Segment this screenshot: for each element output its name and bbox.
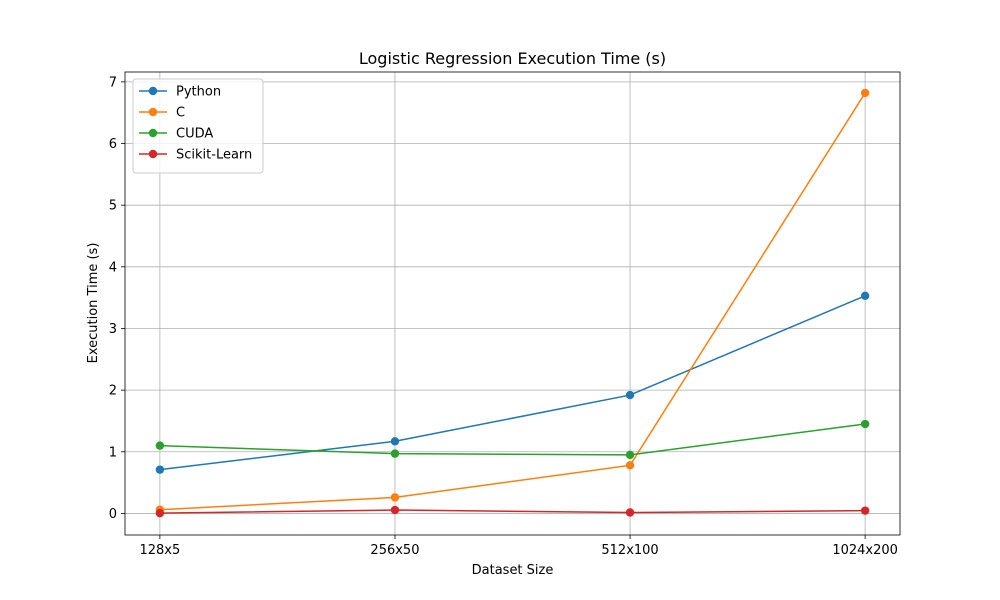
series-line-scikit-learn	[159, 509, 866, 514]
data-point	[155, 441, 165, 450]
data-point	[390, 449, 400, 458]
plot-area: 128x5 256x50 512x100 1024x200 0 1 2 3 4 5 6 7 Python…	[109, 71, 901, 558]
y-tick-label: 7	[109, 75, 117, 90]
y-axis-label: Execution Time (s)	[86, 243, 101, 364]
y-tick-label: 6	[109, 137, 117, 152]
x-axis-label: Dataset Size	[472, 563, 554, 578]
legend-marker	[148, 149, 158, 159]
data-point	[390, 493, 400, 502]
y-tick-label: 2	[109, 384, 117, 399]
y-tick-label: 5	[109, 199, 117, 214]
data-point	[625, 508, 635, 517]
legend-marker	[148, 86, 158, 96]
data-point	[390, 505, 400, 515]
x-tick-label: 512x100	[601, 543, 658, 558]
series-line-c	[159, 92, 866, 511]
x-tick-label: 1024x200	[832, 543, 898, 558]
legend-label: Python	[176, 85, 221, 100]
x-tick-label: 128x5	[139, 543, 180, 558]
data-point	[155, 508, 165, 518]
series-line-python	[159, 295, 866, 471]
y-tick-label: 1	[109, 445, 117, 460]
data-point	[860, 506, 870, 515]
legend-marker	[148, 107, 158, 117]
y-tick-label: 4	[109, 260, 117, 275]
axes-frame	[124, 71, 901, 536]
chart-title: Logistic Regression Execution Time (s)	[359, 49, 666, 68]
y-tick-label: 0	[109, 507, 117, 522]
series-line-cuda	[159, 423, 866, 456]
legend-label: CUDA	[176, 127, 213, 142]
data-point	[625, 461, 635, 470]
data-point	[860, 88, 870, 98]
data-point	[860, 419, 870, 429]
data-point	[860, 291, 870, 300]
y-tick-label: 3	[109, 322, 117, 337]
legend-label: Scikit-Learn	[176, 148, 252, 163]
data-point	[625, 450, 635, 460]
legend-label: C	[176, 106, 185, 121]
data-point	[155, 465, 165, 474]
legend-marker	[148, 128, 158, 138]
x-tick-label: 256x50	[370, 543, 419, 558]
legend-box	[132, 78, 264, 174]
data-point	[390, 437, 400, 446]
data-point	[625, 390, 635, 400]
